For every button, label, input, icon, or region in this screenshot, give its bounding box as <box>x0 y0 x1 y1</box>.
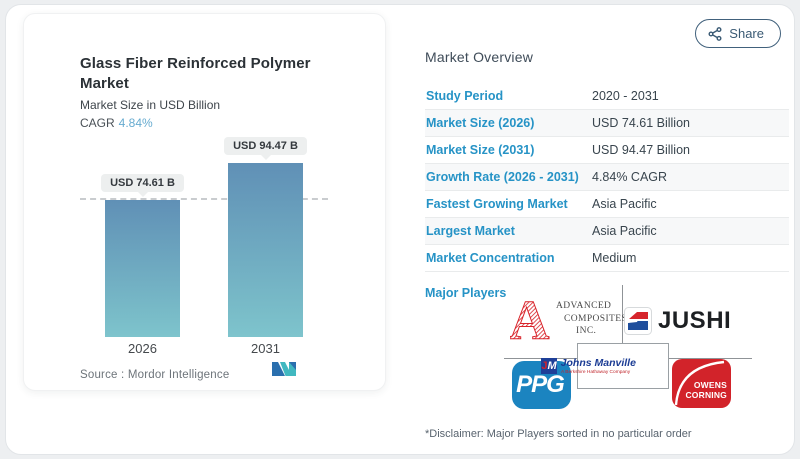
cagr-label: CAGR <box>80 116 115 130</box>
disclaimer-text: *Disclaimer: Major Players sorted in no … <box>425 428 692 440</box>
bar-2026[interactable] <box>105 200 180 337</box>
row-value: 4.84% CAGR <box>592 170 668 184</box>
row-label: Largest Market <box>426 224 515 238</box>
bar-2031[interactable] <box>228 163 303 337</box>
jm-tagline: A Berkshire Hathaway Company <box>560 369 630 375</box>
row-label: Market Concentration <box>426 251 555 265</box>
bar-group-2031: USD 94.47 B <box>224 137 307 337</box>
table-row-market-size-2031: Market Size (2031) USD 94.47 Billion <box>425 137 789 164</box>
aci-line2: COMPOSITES <box>564 313 628 324</box>
major-players-label: Major Players <box>425 286 507 300</box>
row-value: Asia Pacific <box>592 197 657 211</box>
oc-curve-icon <box>674 360 725 406</box>
row-label: Market Size (2031) <box>426 143 535 157</box>
row-label: Study Period <box>426 89 504 103</box>
svg-text:A: A <box>510 295 550 343</box>
dashed-target-line <box>80 198 328 200</box>
oc-line2: CORNING <box>685 390 727 401</box>
row-value: Medium <box>592 251 637 265</box>
jm-name: Johns Manville <box>560 357 636 369</box>
jushi-wordmark: JUSHI <box>658 307 732 334</box>
x-axis-label-2026: 2026 <box>128 341 157 356</box>
panel-title: Market Overview <box>425 49 534 65</box>
report-page: Glass Fiber Reinforced Polymer Market Ma… <box>5 4 795 455</box>
market-overview-table: Study Period 2020 - 2031 Market Size (20… <box>425 83 789 272</box>
cagr-value: 4.84% <box>118 116 153 130</box>
advanced-composites-logo: A ADVANCED COMPOSITES INC. <box>510 295 627 343</box>
row-value: 2020 - 2031 <box>592 89 659 103</box>
chart-cagr-line: CAGR 4.84% <box>80 116 365 130</box>
owens-corning-logo: OWENS CORNING <box>672 359 731 408</box>
row-label: Growth Rate (2026 - 2031) <box>426 170 579 184</box>
aci-a-icon: A <box>510 295 551 343</box>
table-row-market-size-2026: Market Size (2026) USD 74.61 Billion <box>425 110 789 137</box>
row-label: Fastest Growing Market <box>426 197 568 211</box>
oc-line1: OWENS <box>693 380 727 391</box>
jm-wordmark: Johns Manville A Berkshire Hathaway Comp… <box>561 357 705 375</box>
chart-subtitle: Market Size in USD Billion <box>80 98 221 112</box>
aci-line1: ADVANCED <box>556 300 612 311</box>
bar-value-label-2026: USD 74.61 B <box>101 174 184 197</box>
bar-chart: USD 74.61 B USD 94.47 B <box>24 132 385 337</box>
share-button[interactable]: Share <box>695 19 781 48</box>
x-axis-label-2031: 2031 <box>251 341 280 356</box>
source-attribution: Source : Mordor Intelligence <box>80 369 230 381</box>
aci-wordmark: ADVANCED COMPOSITES INC. <box>556 300 627 338</box>
table-row-fastest-growing-market: Fastest Growing Market Asia Pacific <box>425 191 789 218</box>
bar-value-text: USD 94.47 B <box>233 140 298 152</box>
table-row-growth-rate: Growth Rate (2026 - 2031) 4.84% CAGR <box>425 164 789 191</box>
ppg-wordmark: PPG <box>516 371 565 398</box>
row-value: Asia Pacific <box>592 224 657 238</box>
table-row-study-period: Study Period 2020 - 2031 <box>425 83 789 110</box>
jushi-emblem-icon <box>624 307 652 335</box>
chart-header: Glass Fiber Reinforced Polymer Market Ma… <box>24 14 385 130</box>
mordor-intelligence-logo-icon <box>272 360 296 382</box>
bar-value-label-2031: USD 94.47 B <box>224 137 307 160</box>
row-label: Market Size (2026) <box>426 116 535 130</box>
jushi-logo: JUSHI <box>624 307 731 335</box>
share-icon <box>708 26 722 41</box>
table-row-market-concentration: Market Concentration Medium <box>425 245 789 272</box>
chart-title: Glass Fiber Reinforced Polymer Market <box>80 55 311 92</box>
share-button-label: Share <box>729 26 764 41</box>
bar-group-2026: USD 74.61 B <box>101 174 184 337</box>
row-value: USD 74.61 Billion <box>592 116 690 130</box>
bar-value-text: USD 74.61 B <box>110 177 175 189</box>
oc-wordmark: OWENS CORNING <box>672 381 727 401</box>
row-value: USD 94.47 Billion <box>592 143 690 157</box>
table-row-largest-market: Largest Market Asia Pacific <box>425 218 789 245</box>
aci-line3: INC. <box>576 326 597 337</box>
logo-grid-divider-vertical <box>622 285 623 345</box>
market-snapshot-card: Glass Fiber Reinforced Polymer Market Ma… <box>23 13 386 391</box>
